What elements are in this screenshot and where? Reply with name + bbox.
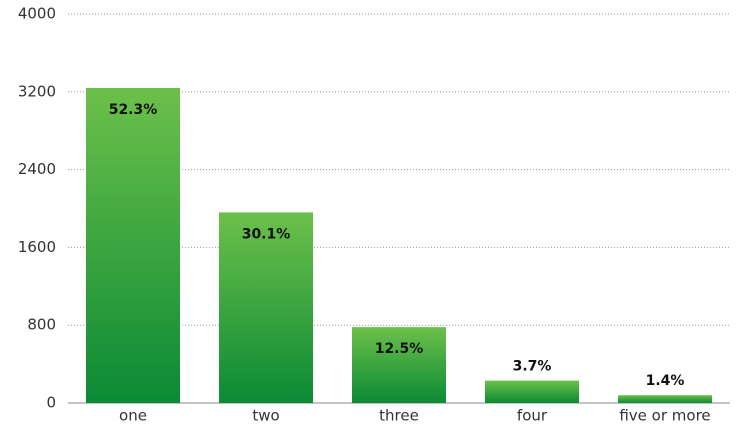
y-tick-label: 3200 xyxy=(18,82,56,100)
bar xyxy=(219,212,313,403)
y-tick-label: 4000 xyxy=(18,5,56,23)
x-tick-label: two xyxy=(252,407,279,425)
y-tick-label: 1600 xyxy=(18,238,56,256)
bar xyxy=(618,395,712,403)
bar xyxy=(86,87,180,403)
data-label: 30.1% xyxy=(242,226,291,242)
data-label: 52.3% xyxy=(109,102,158,118)
x-tick-label: one xyxy=(119,407,147,425)
bar xyxy=(485,380,579,403)
data-label: 12.5% xyxy=(375,341,424,357)
bar xyxy=(352,327,446,403)
y-tick-label: 800 xyxy=(27,316,56,334)
x-tick-label: four xyxy=(517,407,548,425)
x-tick-label: five or more xyxy=(619,407,710,425)
data-label: 1.4% xyxy=(646,373,685,389)
y-tick-label: 2400 xyxy=(18,160,56,178)
x-tick-label: three xyxy=(379,407,419,425)
data-label: 3.7% xyxy=(513,359,552,375)
y-tick-label: 0 xyxy=(46,394,56,412)
